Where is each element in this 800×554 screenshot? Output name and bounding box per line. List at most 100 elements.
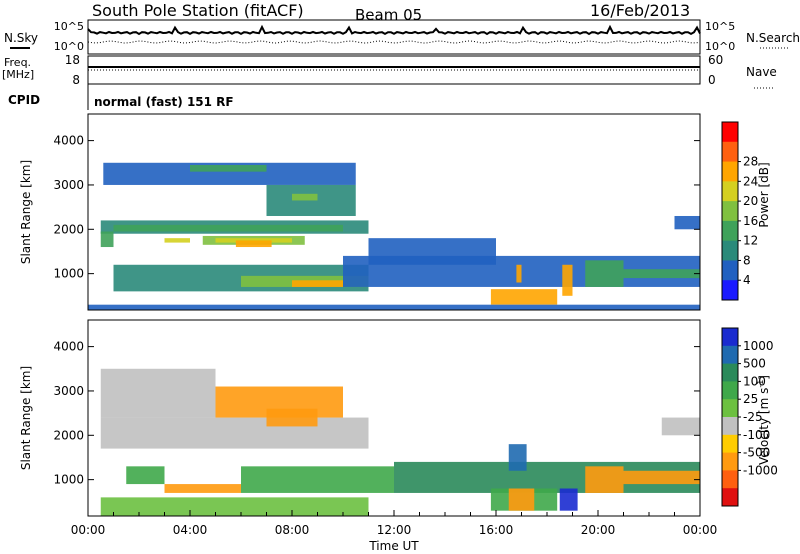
- power-colorbar-swatch: [722, 181, 738, 202]
- velocity-ytick-label: 2000: [53, 428, 84, 442]
- power-colorbar-swatch: [722, 260, 738, 281]
- power-region: [190, 164, 267, 172]
- velocity-xlabel: Time UT: [368, 539, 419, 553]
- velocity-xtick-label: 00:00: [71, 523, 106, 537]
- power-colorbar-tick-label: 8: [743, 253, 751, 267]
- velocity-colorbar-tick-label: 100: [743, 374, 766, 388]
- velocity-colorbar-tick-label: 25: [743, 392, 758, 406]
- power-colorbar-swatch: [722, 220, 738, 242]
- velocity-colorbar-label-end: ]: [757, 375, 771, 380]
- velocity-heatmap: [100, 368, 700, 516]
- power-region: [113, 224, 343, 232]
- nsearch-label: N.Search: [746, 31, 800, 45]
- velocity-xtick-label: 12:00: [377, 523, 412, 537]
- power-region: [164, 238, 190, 243]
- velocity-colorbar-tick-label: -100: [743, 428, 770, 442]
- power-colorbar-tick-label: 4: [743, 273, 751, 287]
- power-panel: 1000 2000 3000 4000 Slant Range [km] 4 8 12 16…: [19, 113, 771, 311]
- power-region: [292, 280, 343, 287]
- noise-panel: N.Sky 10^5 10^0 10^5 10^0 N.Search: [4, 19, 800, 55]
- velocity-colorbar-tick-label: -1000: [743, 463, 778, 477]
- velocity-colorbar-tick-label: -25: [743, 410, 763, 424]
- velocity-y-axis: 1000 2000 3000 4000: [53, 340, 700, 487]
- velocity-region: [126, 466, 165, 485]
- velocity-colorbar-swatch: [722, 328, 738, 347]
- power-colorbar-label: Power [dB]: [757, 162, 771, 227]
- noise-panel-frame: [87, 19, 701, 55]
- power-region: [674, 215, 700, 230]
- power-colorbar-tick-label: 16: [743, 214, 758, 228]
- velocity-ytick-label: 4000: [53, 340, 84, 354]
- power-region: [215, 238, 292, 243]
- cpid-panel: CPID normal (fast) 151 RF: [8, 84, 234, 110]
- velocity-colorbar-swatch: [722, 345, 738, 365]
- power-colorbar-swatch: [722, 201, 738, 222]
- nsearch-trace: [87, 40, 701, 44]
- power-panel-frame: [87, 113, 701, 311]
- power-heatmap: [88, 162, 700, 310]
- freq-panel: Freq. [MHz] 18 8 60 0 Nave: [2, 53, 777, 89]
- power-region: [585, 260, 624, 287]
- power-region: [88, 304, 700, 310]
- power-colorbar: 4 8 12 16 20 24 28: [721, 121, 758, 301]
- nsky-label: N.Sky: [4, 31, 38, 45]
- velocity-xtick-label: 04:00: [173, 523, 208, 537]
- velocity-colorbar-label-exponent: -1: [756, 380, 765, 388]
- velocity-xtick-label: 16:00: [479, 523, 514, 537]
- power-ytick-label: 3000: [53, 178, 84, 192]
- velocity-colorbar-swatch: [722, 381, 738, 400]
- velocity-region: [508, 488, 535, 511]
- power-colorbar-tick-label: 12: [743, 234, 758, 248]
- velocity-colorbar-swatch: [722, 417, 738, 436]
- noise-tick-low: 10^0: [54, 40, 84, 53]
- nave-tick-low: 0: [708, 73, 716, 87]
- velocity-colorbar-swatch: [722, 434, 738, 454]
- power-colorbar-tick-label: 28: [743, 155, 758, 169]
- velocity-colorbar-swatch: [722, 470, 738, 489]
- cpid-label: CPID: [8, 93, 40, 107]
- freq-tick-low: 8: [72, 73, 80, 87]
- velocity-region: [661, 417, 700, 436]
- power-region: [490, 289, 558, 305]
- power-region: [292, 193, 318, 201]
- velocity-region: [164, 484, 241, 493]
- power-colorbar-swatch: [722, 240, 738, 261]
- velocity-colorbar-label: Velocity [m s-1]: [756, 375, 771, 465]
- power-colorbar-swatch: [722, 161, 738, 182]
- velocity-xtick-label: 00:00: [683, 523, 718, 537]
- velocity-region: [508, 444, 527, 471]
- velocity-ylabel: Slant Range [km]: [19, 366, 33, 470]
- velocity-region: [100, 417, 369, 449]
- velocity-xtick-label: 20:00: [581, 523, 616, 537]
- power-ytick-label: 2000: [53, 222, 84, 236]
- velocity-region: [623, 470, 700, 485]
- power-colorbar-swatch: [722, 122, 738, 143]
- velocity-colorbar-swatch: [722, 363, 738, 382]
- power-region: [562, 264, 573, 296]
- nave-tick-high: 60: [708, 53, 723, 67]
- freq-tick-high: 18: [65, 53, 80, 67]
- velocity-colorbar-swatch: [722, 452, 738, 471]
- power-region: [368, 238, 496, 265]
- velocity-ytick-label: 3000: [53, 384, 84, 398]
- freq-label-line2: [MHz]: [2, 68, 34, 81]
- velocity-region: [241, 466, 394, 493]
- velocity-region: [559, 488, 578, 511]
- power-y-axis: 1000 2000 3000 4000: [53, 134, 700, 281]
- power-ytick-label: 1000: [53, 267, 84, 281]
- power-region: [235, 240, 272, 248]
- nsky-trace: [87, 24, 701, 36]
- plot-title: South Pole Station (fitACF): [92, 1, 304, 20]
- velocity-colorbar-swatch: [722, 488, 738, 507]
- velocity-colorbar-label-main: Velocity [m s: [757, 388, 771, 465]
- power-colorbar-frame: [721, 121, 739, 301]
- power-region: [100, 231, 114, 248]
- date-label: 16/Feb/2013: [590, 1, 690, 20]
- power-colorbar-swatch: [722, 280, 738, 301]
- velocity-colorbar-swatch: [722, 399, 738, 418]
- power-colorbar-swatch: [722, 141, 738, 163]
- velocity-region: [100, 497, 369, 516]
- velocity-region: [266, 408, 318, 427]
- noise-tick-high-right: 10^5: [705, 20, 735, 33]
- noise-tick-low-right: 10^0: [705, 40, 735, 53]
